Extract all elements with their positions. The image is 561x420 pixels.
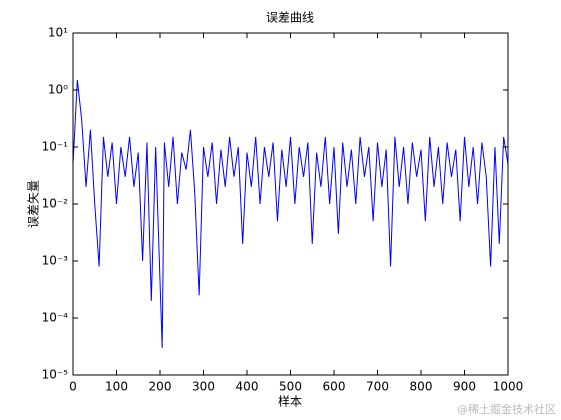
y-tick-label: 10⁻² (42, 197, 69, 211)
x-tick-label: 100 (105, 380, 128, 394)
x-tick-label: 500 (279, 380, 302, 394)
chart-title: 误差曲线 (266, 11, 314, 25)
x-tick-label: 700 (366, 380, 389, 394)
x-axis-label: 样本 (278, 394, 302, 409)
x-tick-label: 0 (69, 380, 77, 394)
error-line (72, 79, 509, 348)
x-tick-label: 400 (236, 380, 259, 394)
x-tick-label: 300 (192, 380, 215, 394)
x-tick-label: 600 (323, 380, 346, 394)
y-tick-label: 10⁰ (48, 83, 68, 97)
x-tick-label: 900 (453, 380, 476, 394)
plot-area (73, 33, 508, 375)
y-tick-label: 10¹ (48, 26, 68, 40)
y-tick-label: 10⁻³ (42, 254, 69, 268)
x-tick-label: 200 (149, 380, 172, 394)
watermark: @稀土掘金技术社区 (457, 402, 556, 416)
y-tick-label: 10⁻⁵ (42, 368, 69, 382)
plot-frame (72, 32, 509, 376)
x-tick-label: 1000 (493, 380, 524, 394)
y-tick-label: 10⁻¹ (42, 140, 69, 154)
y-tick-label: 10⁻⁴ (42, 311, 69, 325)
y-axis-label: 误差矢量 (27, 180, 41, 228)
x-tick-label: 800 (410, 380, 433, 394)
